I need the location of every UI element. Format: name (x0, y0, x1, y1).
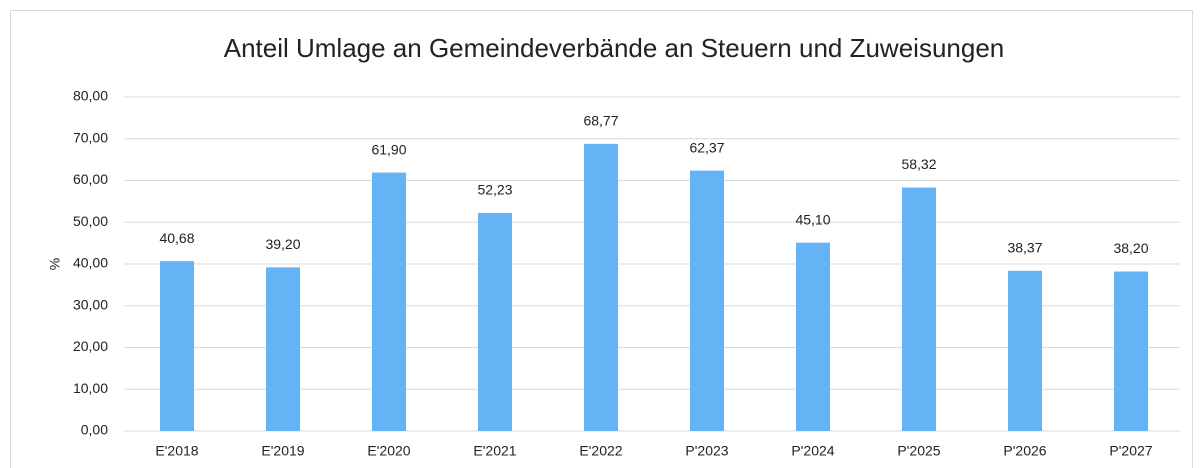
x-tick-label: P'2023 (685, 443, 728, 459)
x-tick-label: P'2024 (791, 443, 834, 459)
x-tick-label: E'2019 (261, 443, 304, 459)
data-label: 38,37 (1007, 240, 1042, 256)
bar (584, 143, 618, 431)
x-tick-label: E'2021 (473, 443, 516, 459)
bar (478, 212, 512, 431)
bar (160, 261, 194, 431)
chart-title: Anteil Umlage an Gemeindeverbände an Ste… (224, 33, 1005, 63)
bar (372, 172, 406, 431)
data-label: 40,68 (159, 230, 194, 246)
y-axis-label: % (47, 258, 63, 270)
y-tick-label: 10,00 (73, 380, 108, 396)
bar (796, 242, 830, 431)
x-tick-label: P'2026 (1003, 443, 1046, 459)
data-label: 39,20 (265, 236, 300, 252)
data-label: 68,77 (583, 113, 618, 129)
y-tick-label: 50,00 (73, 213, 108, 229)
data-label: 38,20 (1113, 240, 1148, 256)
y-tick-label: 30,00 (73, 296, 108, 312)
y-tick-label: 20,00 (73, 338, 108, 354)
y-tick-label: 60,00 (73, 171, 108, 187)
x-tick-label: E'2018 (155, 443, 198, 459)
bar (266, 267, 300, 431)
y-tick-label: 40,00 (73, 255, 108, 271)
data-label: 45,10 (795, 211, 830, 227)
x-tick-label: E'2020 (367, 443, 410, 459)
bar (1114, 271, 1148, 431)
bar (690, 170, 724, 431)
bar (902, 187, 936, 431)
data-label: 61,90 (371, 141, 406, 157)
x-tick-label: P'2025 (897, 443, 940, 459)
x-tick-label: P'2027 (1109, 443, 1152, 459)
data-label: 58,32 (901, 156, 936, 172)
data-label: 62,37 (689, 139, 724, 155)
data-label: 52,23 (477, 182, 512, 198)
x-tick-label: E'2022 (579, 443, 622, 459)
bar (1008, 270, 1042, 431)
y-tick-label: 0,00 (81, 422, 108, 438)
y-tick-label: 80,00 (73, 88, 108, 104)
y-tick-label: 70,00 (73, 129, 108, 145)
